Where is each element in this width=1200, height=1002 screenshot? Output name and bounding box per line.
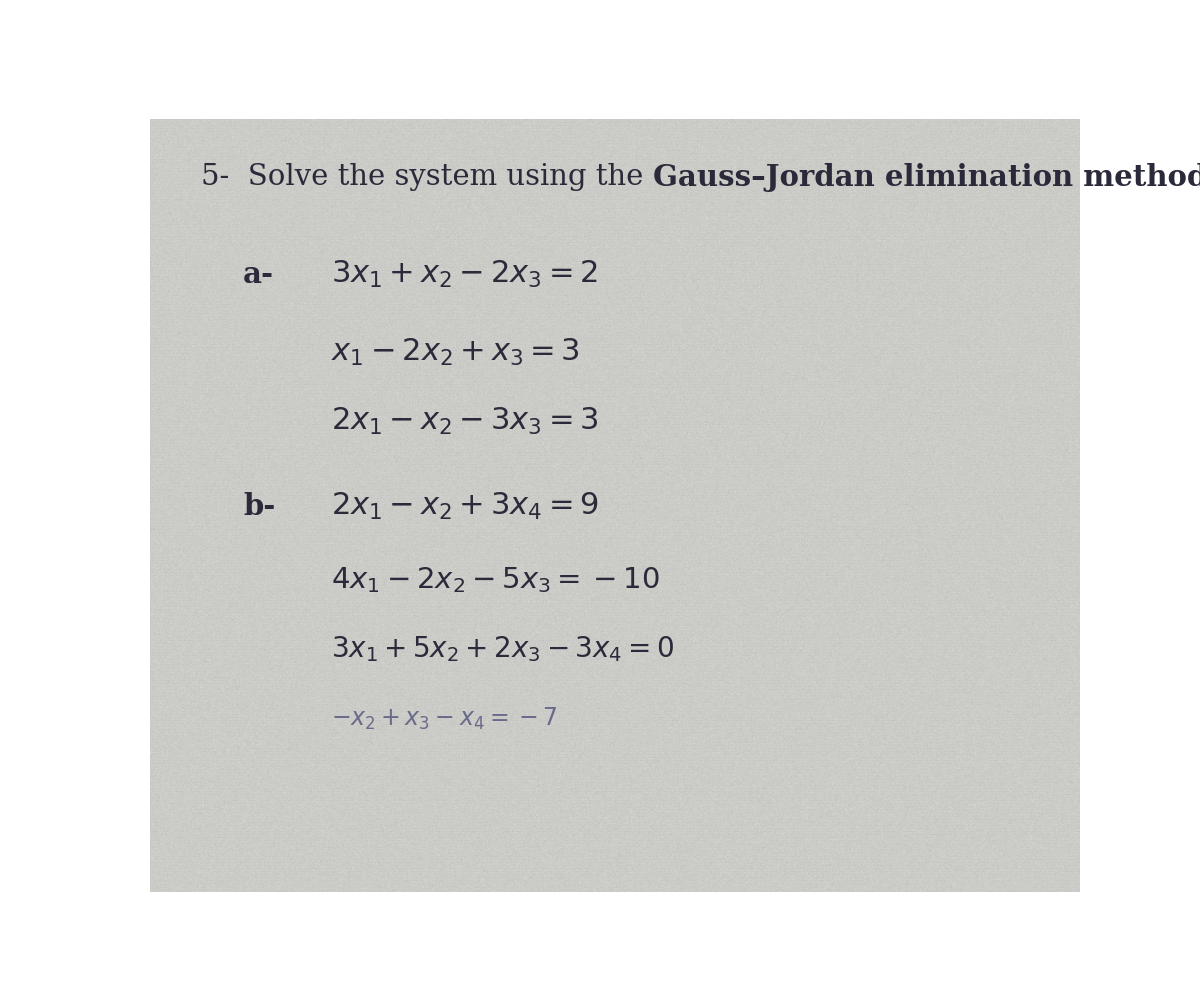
Text: $2x_1 - x_2 - 3x_3 = 3$: $2x_1 - x_2 - 3x_3 = 3$ bbox=[331, 406, 599, 437]
Text: $3x_1 + 5x_2 + 2x_3 - 3x_4 = 0$: $3x_1 + 5x_2 + 2x_3 - 3x_4 = 0$ bbox=[331, 634, 674, 663]
Text: $4x_1 - 2x_2 - 5x_3 = -10$: $4x_1 - 2x_2 - 5x_3 = -10$ bbox=[331, 564, 660, 594]
Text: $x_1 - 2x_2 + x_3 = 3$: $x_1 - 2x_2 + x_3 = 3$ bbox=[331, 336, 581, 368]
Text: 5-  Solve the system using the: 5- Solve the system using the bbox=[202, 162, 653, 190]
Text: Gauss–Jordan elimination method:: Gauss–Jordan elimination method: bbox=[653, 162, 1200, 191]
Text: $3x_1 + x_2 - 2x_3 = 2$: $3x_1 + x_2 - 2x_3 = 2$ bbox=[331, 259, 599, 291]
Text: $2x_1 - x_2 + 3x_4 = 9$: $2x_1 - x_2 + 3x_4 = 9$ bbox=[331, 490, 599, 522]
Text: $-x_2 + x_3 - x_4 = -7$: $-x_2 + x_3 - x_4 = -7$ bbox=[331, 705, 558, 731]
Text: a-: a- bbox=[242, 261, 274, 289]
Text: b-: b- bbox=[242, 492, 275, 520]
